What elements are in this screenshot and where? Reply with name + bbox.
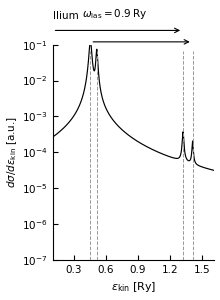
X-axis label: $\epsilon_{\mathrm{kin}}$ [Ry]: $\epsilon_{\mathrm{kin}}$ [Ry] — [111, 280, 156, 294]
Y-axis label: $d\sigma/d\epsilon_{\mathrm{kin}}$ [a.u.]: $d\sigma/d\epsilon_{\mathrm{kin}}$ [a.u.… — [6, 116, 19, 188]
Text: llium: llium — [53, 11, 78, 21]
Text: $\omega_{\mathrm{las}} = 0.9\,\mathrm{Ry}$: $\omega_{\mathrm{las}} = 0.9\,\mathrm{Ry… — [82, 7, 148, 21]
